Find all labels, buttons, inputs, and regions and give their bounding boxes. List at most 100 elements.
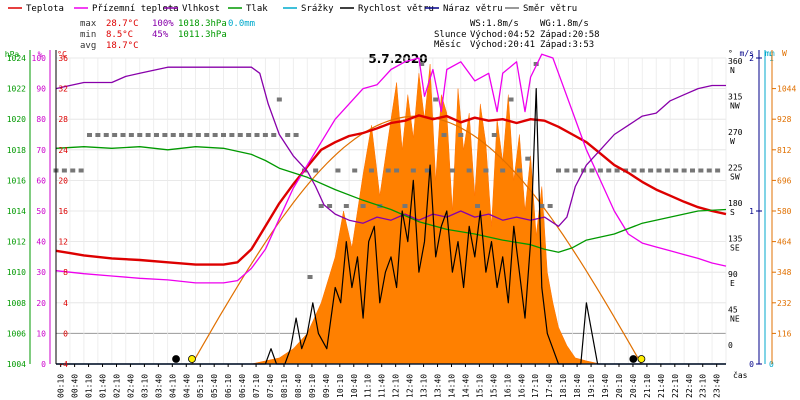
wind-direction-point [352, 168, 358, 173]
rain-unit: mm [765, 49, 775, 58]
plot-area [53, 53, 727, 365]
wind-direction-point [170, 133, 176, 137]
temp-axis-tick-label: 4 [63, 299, 68, 308]
temp-axis-tick-label: 12 [58, 238, 68, 247]
x-tick-label: 05:40 [210, 374, 219, 398]
stat-avg-label: avg [80, 41, 96, 51]
temp-axis-unit: °C [57, 50, 67, 59]
wind-direction-point [103, 133, 109, 137]
wind-direction-point [449, 168, 455, 173]
wind-direction-point [516, 168, 522, 173]
legend: Teplota Přízemní teplota Vlhkost Tlak Srážky… [8, 4, 577, 14]
wind-direction-point [458, 133, 464, 137]
radiation-tick-label: 696 [777, 176, 792, 185]
wind-direction-point [424, 168, 430, 173]
x-tick-label: 14:10 [447, 374, 456, 398]
x-tick-label: 12:40 [406, 374, 415, 398]
pressure-axis-tick-label: 1004 [7, 360, 26, 369]
wind-direction-point [419, 62, 425, 66]
wind-direction-point [500, 168, 506, 173]
wind-direction-point [681, 168, 687, 173]
series-line-pressure [55, 146, 727, 253]
x-tick-label: 01:40 [99, 374, 108, 398]
wind-direction-point [327, 204, 333, 208]
wind-direction-point [656, 168, 662, 173]
x-tick-label: 21:10 [643, 374, 652, 398]
temp-axis-tick-label: -4 [58, 360, 68, 369]
x-tick-label: 04:10 [168, 374, 177, 398]
sun-moon-marker [629, 355, 638, 363]
direction-tick-label: 90 [728, 270, 738, 279]
x-tick-label: 20:40 [629, 374, 638, 398]
direction-name-label: SE [730, 244, 740, 253]
direction-tick-label: 225 [728, 164, 743, 173]
x-tick-label: 14:40 [461, 374, 470, 398]
x-tick-label: 07:40 [266, 374, 275, 398]
info-sunrise: Východ:04:52 [470, 30, 535, 40]
x-tick-label: 09:40 [322, 374, 331, 398]
humidity-axis-tick-label: 30 [36, 268, 46, 277]
wind-direction-point [690, 168, 695, 173]
x-tick-label: 10:10 [336, 374, 345, 398]
pressure-axis-tick-label: 1010 [7, 268, 26, 277]
wind-direction-point [539, 204, 545, 208]
humidity-axis-tick-label: 80 [36, 115, 46, 124]
wind-direction-point [508, 97, 514, 102]
sun-moon-marker [188, 355, 196, 363]
direction-tick-label: 270 [728, 128, 743, 137]
info-sunset: Západ:20:58 [540, 30, 600, 40]
x-tick-label: 21:40 [657, 374, 666, 398]
x-tick-label: 15:10 [475, 374, 484, 398]
radiation-tick-label: 812 [777, 146, 792, 155]
x-tick-label: 18:40 [573, 374, 582, 398]
wind-direction-point [78, 168, 84, 173]
temp-axis-tick-label: 20 [58, 176, 68, 185]
wind-direction-point [715, 168, 721, 173]
pressure-axis-tick-label: 1012 [7, 238, 26, 247]
wind-direction-point [556, 168, 561, 173]
stat-max-temp: 28.7°C [106, 19, 139, 29]
x-tick-label: 02:40 [126, 374, 135, 398]
wind-unit: m/s [740, 49, 755, 58]
wind-direction-point [606, 168, 612, 173]
wind-direction-point [360, 204, 366, 208]
wind-direction-point [285, 133, 291, 137]
wind-direction-point [128, 133, 134, 137]
legend-label: Srážky [301, 4, 334, 14]
wind-direction-point [631, 168, 637, 173]
direction-tick-label: 45 [728, 306, 738, 315]
wind-direction-point [441, 133, 447, 137]
legend-label: Směr větru [523, 4, 577, 14]
stat-min-temp: 8.5°C [106, 30, 133, 40]
stat-max-label: max [80, 19, 97, 29]
wind-direction-point [410, 168, 416, 173]
stat-min-label: min [80, 30, 96, 40]
x-tick-label: 00:10 [57, 374, 66, 398]
radiation-tick-label: 580 [777, 207, 792, 216]
wind-direction-point [187, 133, 193, 137]
wind-direction-point [112, 133, 118, 137]
x-tick-label: 03:40 [154, 374, 163, 398]
x-tick-label: 22:40 [685, 374, 694, 398]
x-tick-label: 11:10 [364, 374, 373, 398]
wind-direction-point [564, 168, 570, 173]
wind-direction-point [137, 133, 143, 137]
wind-direction-point [70, 168, 76, 173]
wind-direction-point [572, 168, 578, 173]
x-tick-label: 23:10 [699, 374, 708, 398]
radiation-area [56, 64, 726, 365]
pressure-axis-tick-label: 1016 [7, 176, 26, 185]
wind-direction-point [229, 133, 235, 137]
wind-direction-point [433, 97, 439, 102]
temp-axis-tick-label: 24 [58, 146, 68, 155]
x-tick-label: 01:10 [85, 374, 94, 398]
wind-direction-point [204, 133, 210, 137]
temp-axis-tick-label: 36 [58, 54, 68, 63]
humidity-axis-tick-label: 50 [36, 207, 46, 216]
sun-moon-marker [637, 355, 646, 363]
x-tick-label: 10:40 [350, 374, 359, 398]
wind-direction-point [475, 204, 481, 208]
info-ws: WS:1.8m/s [470, 19, 519, 29]
legend-label: Přízemní teplota [92, 4, 179, 14]
